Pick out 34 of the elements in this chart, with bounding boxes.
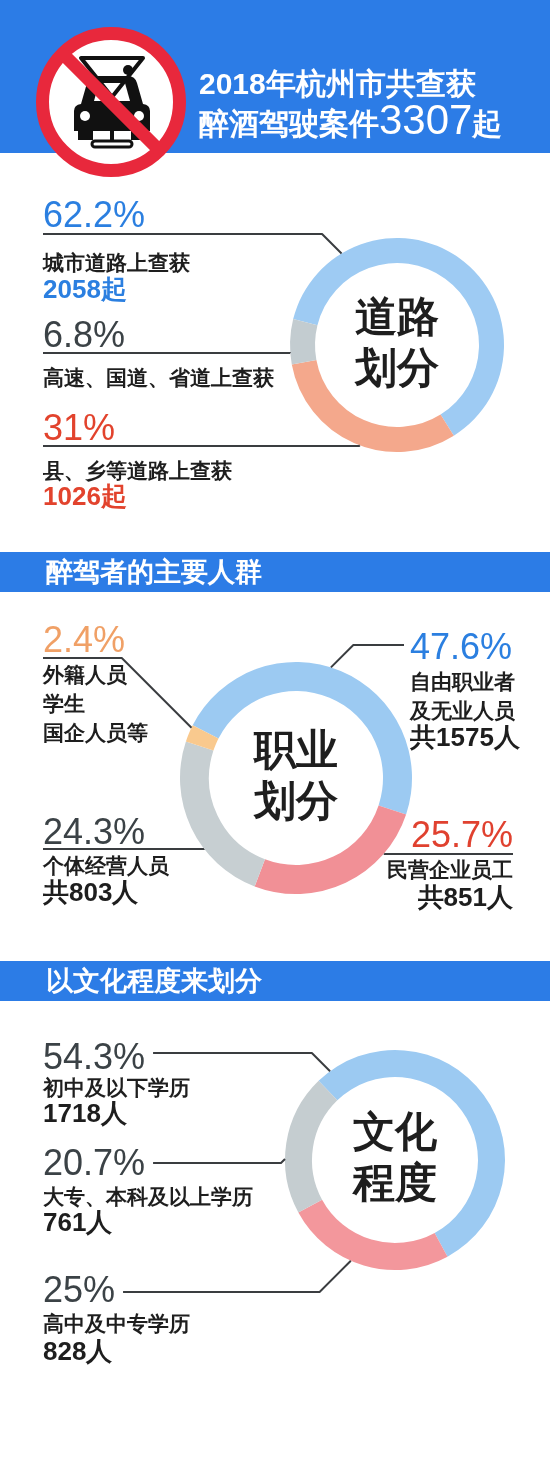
data-label: 6.8%: [43, 314, 126, 355]
data-label: 25%: [43, 1269, 116, 1310]
slice-label: 民营企业员工: [387, 858, 513, 881]
chart-title: 醉驾者的主要人群: [46, 556, 262, 589]
text: 1718人: [43, 1098, 127, 1128]
chart-title: 2018年杭州市共查获醉酒驾驶案件3307起: [199, 67, 503, 143]
data-label: 31%: [43, 407, 116, 448]
slice-label: 自由职业者及无业人员: [409, 670, 516, 722]
slice-label: 城市道路上查获: [42, 251, 190, 274]
slice-label: 个体经营人员: [42, 854, 170, 877]
slice-label: 大专、本科及以上学历: [43, 1185, 253, 1208]
text: 文化程度: [352, 1108, 438, 1207]
slice-label: 县、乡等道路上查获: [42, 459, 232, 482]
slice-label: 高中及中专学历: [43, 1312, 190, 1335]
text: 道路划分: [354, 293, 439, 392]
text: 职业划分: [252, 726, 338, 825]
data-label: 2.4%: [43, 619, 126, 660]
data-label: 25.7%: [410, 814, 513, 855]
slice-label: 高速、国道、省道上查获: [43, 366, 274, 389]
text: 共803人: [43, 877, 139, 907]
text: 共851人: [417, 882, 513, 912]
slice-label: 外籍人员学生国企人员等: [42, 663, 148, 744]
data-label: 24.3%: [43, 811, 146, 852]
text: 828人: [43, 1336, 113, 1366]
text: 761人: [43, 1207, 113, 1237]
data-label: 47.6%: [410, 626, 513, 667]
text: 2058起: [43, 274, 127, 304]
slice-label: 初中及以下学历: [42, 1076, 190, 1099]
text: 共1575人: [410, 722, 520, 752]
data-label: 54.3%: [43, 1036, 146, 1077]
chart-title: 以文化程度来划分: [46, 965, 262, 998]
text: 1026起: [43, 481, 127, 511]
data-label: 62.2%: [43, 194, 146, 235]
data-label: 20.7%: [43, 1142, 146, 1183]
